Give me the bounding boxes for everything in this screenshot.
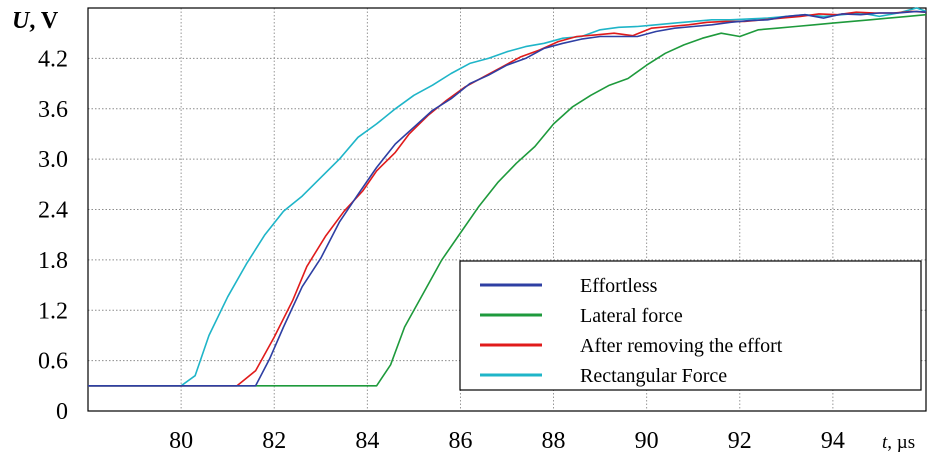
y-tick-labels: 0 0.6 1.2 1.8 2.4 3.0 3.6 4.2 xyxy=(38,46,68,425)
y-tick-label: 0.6 xyxy=(38,349,68,375)
gridlines xyxy=(88,8,926,411)
legend-label: After removing the effort xyxy=(580,335,783,357)
y-tick-label: 2.4 xyxy=(38,198,68,224)
legend-box xyxy=(459,260,922,391)
x-tick-label: 86 xyxy=(448,428,472,454)
series-line xyxy=(88,10,927,387)
x-axis-variable: t xyxy=(882,432,888,453)
legend-label: Rectangular Force xyxy=(580,365,727,387)
y-axis-unit: , V xyxy=(29,8,59,34)
legend-label: Lateral force xyxy=(580,305,683,327)
x-tick-label: 88 xyxy=(542,428,566,454)
legend: Effortless Lateral force After removing th… xyxy=(459,260,922,391)
x-axis-title: t, µs xyxy=(882,432,915,453)
series-line xyxy=(88,13,927,387)
y-tick-label: 3.0 xyxy=(38,147,68,173)
y-tick-label: 0 xyxy=(56,399,68,425)
series-group xyxy=(88,7,927,387)
x-tick-label: 84 xyxy=(355,428,379,454)
y-tick-label: 1.8 xyxy=(38,248,68,274)
y-axis-title: U, V xyxy=(12,8,59,34)
y-tick-label: 1.2 xyxy=(38,298,68,324)
legend-label: Effortless xyxy=(580,275,658,297)
x-tick-label: 82 xyxy=(262,428,286,454)
x-tick-label: 80 xyxy=(169,428,193,454)
y-tick-label: 3.6 xyxy=(38,97,68,123)
x-tick-label: 92 xyxy=(728,428,752,454)
y-tick-label: 4.2 xyxy=(38,46,68,72)
x-tick-labels: 80 82 84 86 88 90 92 94 xyxy=(169,428,845,454)
y-axis-variable: U xyxy=(12,8,31,34)
plot-frame xyxy=(87,7,927,412)
x-tick-label: 90 xyxy=(635,428,659,454)
x-axis-unit: , µs xyxy=(887,432,915,453)
x-tick-label: 94 xyxy=(821,428,845,454)
